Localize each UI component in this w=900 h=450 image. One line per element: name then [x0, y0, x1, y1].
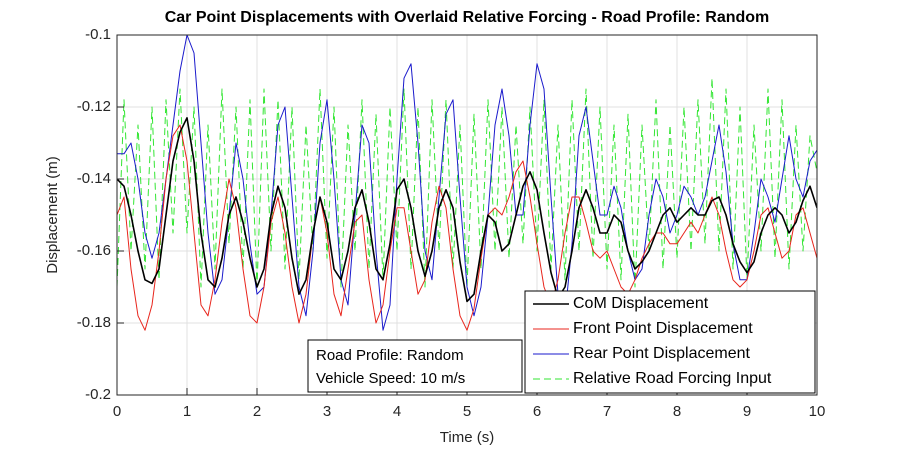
y-tick-label: -0.16	[77, 242, 111, 259]
x-tick-label: 4	[393, 403, 401, 420]
annotation: Road Profile: Random Vehicle Speed: 10 m…	[307, 339, 523, 393]
annotation-text: Road Profile: Random	[316, 347, 464, 364]
annotation-text: Vehicle Speed: 10 m/s	[316, 370, 465, 387]
y-tick-label: -0.18	[77, 314, 111, 331]
legend-box	[524, 290, 816, 394]
ticks: 0 1 2 3 4 5 6 7 8 9 10 -0.2 -0.18 -0.16 -0.14 -0.12 -0.1	[77, 26, 826, 420]
x-tick-label: 2	[253, 403, 261, 420]
legend-label: Rear Point Displacement	[573, 345, 751, 362]
x-tick-label: 5	[463, 403, 471, 420]
x-tick-label: 0	[113, 403, 121, 420]
lines	[117, 35, 817, 331]
legend-label: Relative Road Forcing Input	[573, 370, 772, 387]
x-axis-label: Time (s)	[440, 429, 494, 446]
x-tick-label: 6	[533, 403, 541, 420]
y-tick-label: -0.2	[85, 386, 111, 403]
y-axis-label: Displacement (m)	[44, 156, 61, 274]
legend-label: Front Point Displacement	[573, 320, 753, 337]
series-line	[117, 35, 817, 331]
x-tick-label: 7	[603, 403, 611, 420]
series-line	[117, 124, 817, 331]
y-tick-label: -0.14	[77, 170, 111, 187]
x-tick-label: 3	[323, 403, 331, 420]
chart-title: Car Point Displacements with Overlaid Re…	[165, 9, 770, 26]
x-tick-label: 9	[743, 403, 751, 420]
x-tick-label: 1	[183, 403, 191, 420]
series-line	[117, 77, 817, 288]
series-line	[117, 117, 817, 303]
y-tick-label: -0.12	[77, 98, 111, 115]
legend: CoM Displacement Front Point Displacement…	[524, 290, 816, 394]
legend-label: CoM Displacement	[573, 295, 709, 312]
x-tick-label: 10	[809, 403, 826, 420]
y-tick-label: -0.1	[85, 26, 111, 43]
annotation-box	[307, 339, 523, 393]
x-tick-label: 8	[673, 403, 681, 420]
